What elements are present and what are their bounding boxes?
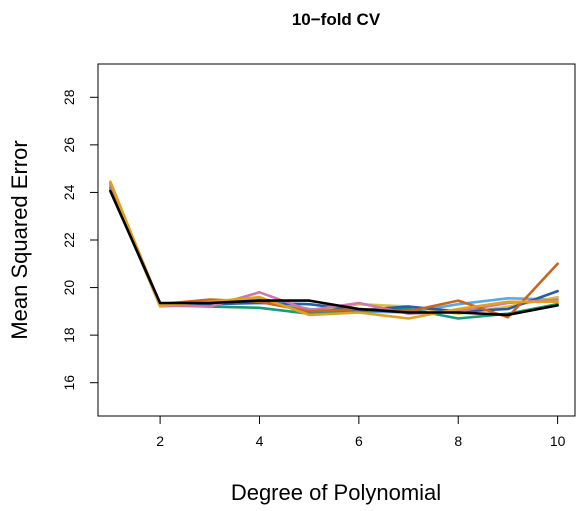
- series-line-1: [110, 185, 557, 312]
- x-tick-label: 2: [156, 433, 164, 449]
- x-tick-label: 10: [550, 433, 566, 449]
- y-tick-label: 20: [61, 280, 77, 296]
- y-tick-label: 28: [61, 89, 77, 105]
- y-tick-label: 26: [61, 137, 77, 153]
- series-line-7: [110, 182, 557, 319]
- series-line-5: [110, 185, 557, 313]
- x-tick-label: 4: [256, 433, 264, 449]
- series-line-6: [110, 183, 557, 317]
- x-axis: 2 4 6 8 10: [156, 416, 565, 449]
- series-line-2: [110, 188, 557, 314]
- series-lines: [110, 182, 557, 319]
- plot-frame: [98, 64, 575, 416]
- y-tick-label: 18: [61, 327, 77, 343]
- y-tick-label: 22: [61, 232, 77, 248]
- x-tick-label: 8: [454, 433, 462, 449]
- x-tick-label: 6: [355, 433, 363, 449]
- y-axis-label: Mean Squared Error: [7, 140, 32, 339]
- y-tick-label: 24: [61, 184, 77, 200]
- y-tick-label: 16: [61, 375, 77, 391]
- series-line-4: [110, 190, 557, 311]
- series-line-8: [110, 191, 557, 315]
- y-axis: 16 18 20 22 24 26 28: [61, 89, 98, 390]
- series-line-3: [110, 188, 557, 319]
- x-axis-label: Degree of Polynomial: [231, 480, 441, 505]
- chart-title: 10−fold CV: [292, 10, 381, 29]
